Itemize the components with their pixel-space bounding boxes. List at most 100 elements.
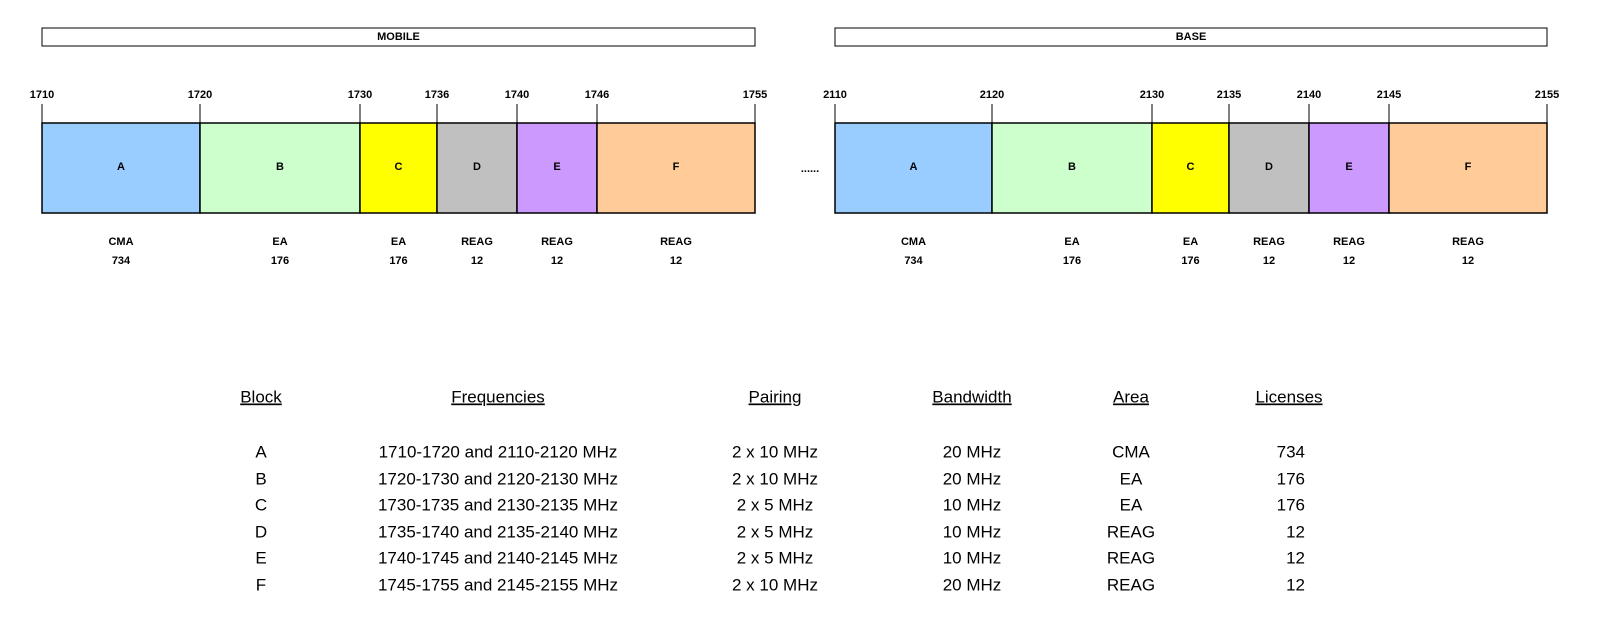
block-label: F [1465, 161, 1472, 173]
table-cell: 2 x 5 MHz [737, 495, 814, 514]
table-cell: 20 MHz [943, 442, 1002, 461]
tick-label: 2145 [1377, 89, 1401, 101]
table-header: Bandwidth [932, 387, 1011, 406]
table-cell: C [255, 495, 267, 514]
block-licenses: 12 [471, 255, 483, 267]
block-licenses: 734 [904, 255, 923, 267]
block [41, 122, 201, 214]
table-cell: 12 [1286, 575, 1305, 594]
block-area: CMA [901, 236, 926, 248]
block-area: REAG [660, 236, 692, 248]
block-licenses: 176 [271, 255, 289, 267]
block-area: REAG [1333, 236, 1365, 248]
table-cell: F [256, 575, 266, 594]
table-cell: 20 MHz [943, 575, 1002, 594]
table-cell: 10 MHz [943, 522, 1002, 541]
table-cell: 12 [1286, 548, 1305, 567]
block-area: EA [1183, 236, 1198, 248]
block-area: REAG [1452, 236, 1484, 248]
block-licenses: 12 [1263, 255, 1275, 267]
block-area: REAG [1253, 236, 1285, 248]
table-cell: EA [1120, 469, 1143, 488]
table-cell: 1740-1745 and 2140-2145 MHz [378, 548, 618, 567]
table-cell: 1745-1755 and 2145-2155 MHz [378, 575, 618, 594]
block-area: EA [1064, 236, 1079, 248]
block-licenses: 176 [389, 255, 407, 267]
table-cell: 2 x 10 MHz [732, 469, 818, 488]
tick-label: 1720 [188, 89, 212, 101]
band-title: MOBILE [377, 31, 420, 43]
separator: ...... [801, 163, 819, 175]
block-label: F [673, 161, 680, 173]
table-cell: E [255, 548, 266, 567]
table-cell: 1730-1735 and 2130-2135 MHz [378, 495, 618, 514]
table-cell: REAG [1107, 548, 1155, 567]
tick-label: 2120 [980, 89, 1004, 101]
band-bracket [41, 27, 756, 47]
block-licenses: 12 [551, 255, 563, 267]
tick-label: 1740 [505, 89, 529, 101]
block-area: EA [391, 236, 406, 248]
block [1388, 122, 1548, 214]
block [199, 122, 361, 214]
table-cell: D [255, 522, 267, 541]
table-cell: 2 x 5 MHz [737, 522, 814, 541]
block-area: CMA [108, 236, 133, 248]
block-label: D [473, 161, 481, 173]
block-label: B [276, 161, 284, 173]
tick-label: 2110 [823, 89, 847, 101]
table-cell: 2 x 10 MHz [732, 575, 818, 594]
band-title: BASE [1176, 31, 1207, 43]
block-label: B [1068, 161, 1076, 173]
tick-label: 1736 [425, 89, 449, 101]
tick-label: 1710 [30, 89, 54, 101]
table-cell: CMA [1112, 442, 1150, 461]
tick-label: 1730 [348, 89, 372, 101]
table-cell: 12 [1286, 522, 1305, 541]
block-label: A [117, 161, 125, 173]
block [1151, 122, 1230, 214]
table-header: Frequencies [451, 387, 545, 406]
table-cell: REAG [1107, 522, 1155, 541]
block-licenses: 12 [670, 255, 682, 267]
tick-label: 2155 [1535, 89, 1559, 101]
table-cell: 1720-1730 and 2120-2130 MHz [378, 469, 618, 488]
block-area: EA [272, 236, 287, 248]
tick-label: 2140 [1297, 89, 1321, 101]
band-bracket [834, 27, 1548, 47]
table-cell: B [255, 469, 266, 488]
block-label: D [1265, 161, 1273, 173]
table-header: Pairing [749, 387, 802, 406]
table-cell: 176 [1277, 469, 1305, 488]
table-cell: 2 x 5 MHz [737, 548, 814, 567]
table-cell: 734 [1277, 442, 1305, 461]
tick-label: 2130 [1140, 89, 1164, 101]
tick-label: 1746 [585, 89, 609, 101]
table-cell: 2 x 10 MHz [732, 442, 818, 461]
table-cell: 176 [1277, 495, 1305, 514]
block [516, 122, 598, 214]
block-licenses: 734 [112, 255, 131, 267]
block-label: C [395, 161, 403, 173]
tick-label: 1755 [743, 89, 767, 101]
block [834, 122, 993, 214]
block-licenses: 12 [1462, 255, 1474, 267]
table-header: Block [240, 387, 282, 406]
block-licenses: 12 [1343, 255, 1355, 267]
tick-label: 2135 [1217, 89, 1241, 101]
table-cell: REAG [1107, 575, 1155, 594]
block [596, 122, 756, 214]
block-label: A [910, 161, 918, 173]
table-cell: EA [1120, 495, 1143, 514]
block-label: E [553, 161, 560, 173]
block [1308, 122, 1390, 214]
block-label: E [1345, 161, 1352, 173]
table-cell: A [255, 442, 267, 461]
block [991, 122, 1153, 214]
block-label: C [1187, 161, 1195, 173]
block-area: REAG [541, 236, 573, 248]
table-cell: 20 MHz [943, 469, 1002, 488]
table-cell: 10 MHz [943, 495, 1002, 514]
table-cell: 1735-1740 and 2135-2140 MHz [378, 522, 618, 541]
